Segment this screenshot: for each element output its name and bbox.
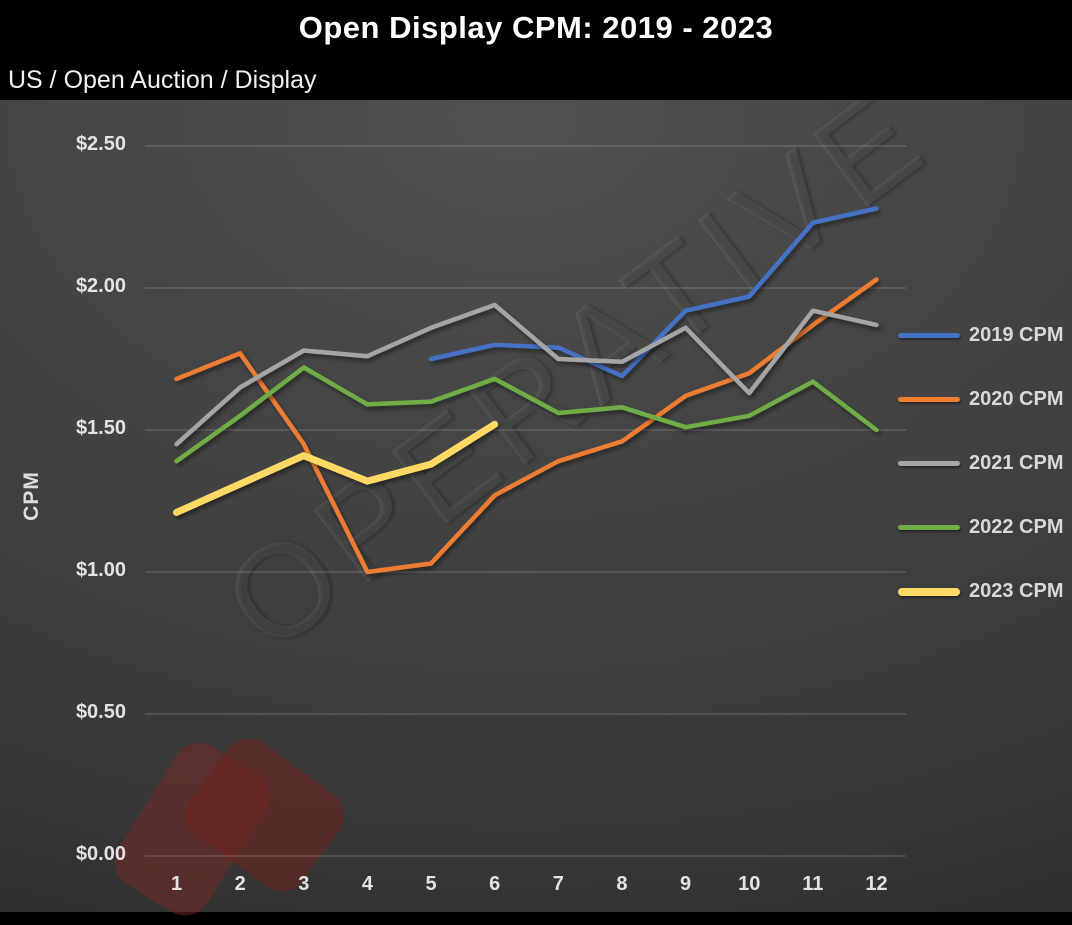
legend-item-2020-cpm: 2020 CPM (898, 385, 1064, 414)
x-tick-label: 9 (680, 873, 692, 895)
legend-line-swatch (898, 397, 960, 402)
legend-item-2022-cpm: 2022 CPM (898, 513, 1064, 542)
x-tick-label: 4 (361, 873, 373, 895)
operative-logo-shape-left (104, 732, 280, 925)
chart-title: Open Display CPM: 2019 - 2023 (298, 10, 774, 45)
y-tick-label: $1.50 (75, 417, 126, 439)
chart-legend: 2019 CPM 2020 CPM 2021 CPM 2022 CPM 2023 CPM (898, 321, 1064, 641)
legend-line-swatch (898, 525, 960, 530)
x-tick-label: 2 (234, 873, 246, 895)
legend-label: 2019 CPM (969, 324, 1064, 346)
x-tick-label: 7 (552, 873, 564, 895)
legend-item-2019-cpm: 2019 CPM (898, 321, 1064, 350)
y-axis-title: CPM (19, 471, 43, 521)
x-tick-label: 1 (170, 873, 183, 895)
legend-line-swatch (898, 587, 960, 596)
y-tick-label: $1.00 (75, 559, 126, 581)
x-tick-label: 12 (865, 873, 888, 895)
legend-item-2021-cpm: 2021 CPM (898, 449, 1064, 478)
legend-line-swatch (898, 461, 960, 466)
operative-logo-shape-right (175, 728, 355, 902)
header-band: Open Display CPM: 2019 - 2023 US / Open … (0, 0, 1072, 100)
y-tick-label: $2.50 (75, 133, 126, 155)
legend-label: 2022 CPM (969, 516, 1064, 538)
legend-label: 2020 CPM (969, 388, 1064, 410)
x-tick-label: 6 (489, 873, 501, 895)
x-tick-label: 8 (616, 873, 628, 895)
x-tick-label: 11 (802, 873, 824, 895)
y-tick-label: $2.00 (75, 275, 126, 297)
x-tick-label: 3 (298, 873, 310, 895)
legend-label: 2023 CPM (969, 580, 1064, 602)
legend-line-swatch (898, 333, 960, 338)
y-tick-label: $0.50 (75, 701, 126, 723)
x-tick-label: 5 (425, 873, 437, 895)
x-tick-label: 10 (738, 873, 761, 895)
legend-label: 2021 CPM (969, 452, 1064, 474)
y-tick-label: $0.00 (75, 843, 126, 865)
legend-item-2023-cpm: 2023 CPM (898, 577, 1064, 606)
chart-subtitle: US / Open Auction / Display (8, 66, 317, 94)
